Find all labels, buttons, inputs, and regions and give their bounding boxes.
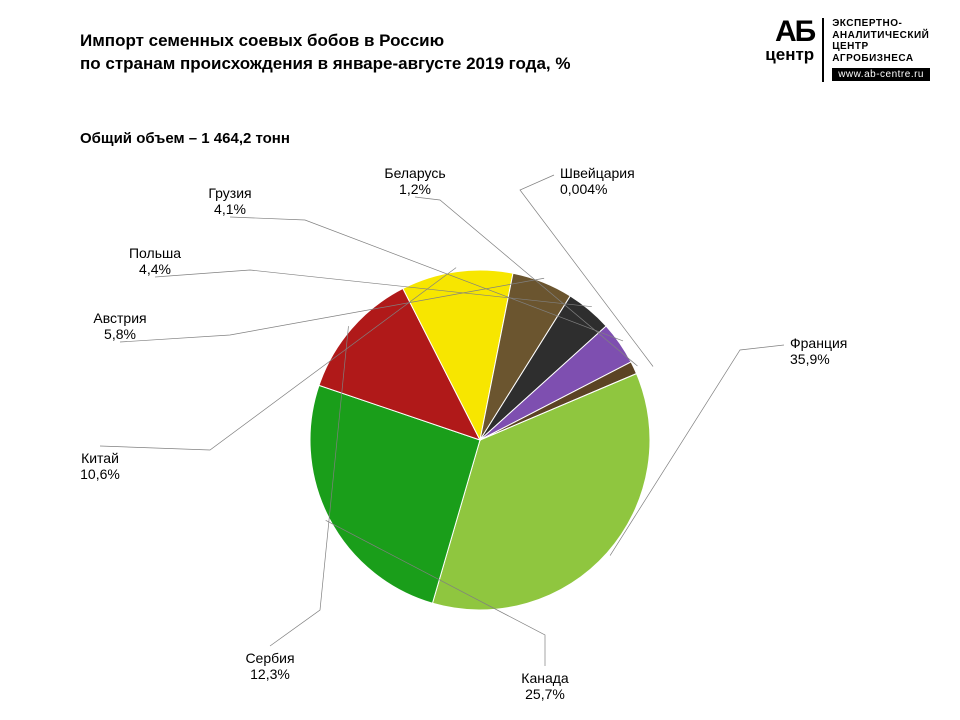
slice-label-value: 0,004%: [560, 181, 635, 197]
slice-label-name: Канада: [521, 670, 568, 686]
slice-label-Франция: Франция35,9%: [790, 335, 847, 367]
logo-mark: АБ центр: [765, 18, 824, 82]
logo-url: www.ab-centre.ru: [832, 68, 930, 81]
slice-label-value: 5,8%: [93, 326, 146, 342]
slice-label-value: 4,4%: [129, 261, 181, 277]
logo-text: ЭКСПЕРТНО- АНАЛИТИЧЕСКИЙ ЦЕНТР АГРОБИЗНЕ…: [832, 18, 930, 82]
slice-label-Австрия: Австрия5,8%: [93, 310, 146, 342]
slice-label-name: Грузия: [208, 185, 251, 201]
slice-label-Грузия: Грузия4,1%: [208, 185, 251, 217]
slice-label-name: Польша: [129, 245, 181, 261]
slice-label-name: Австрия: [93, 310, 146, 326]
slice-label-value: 4,1%: [208, 201, 251, 217]
slice-label-name: Сербия: [245, 650, 294, 666]
chart-title-line1: Импорт семенных соевых бобов в Россию: [80, 31, 444, 50]
slice-label-Китай: Китай10,6%: [80, 450, 120, 482]
slice-label-name: Швейцария: [560, 165, 635, 181]
logo-mark-top: АБ: [775, 18, 814, 45]
slice-label-name: Беларусь: [384, 165, 445, 181]
slice-label-Швейцария: Швейцария0,004%: [560, 165, 635, 197]
chart-title: Импорт семенных соевых бобов в Россию по…: [80, 30, 570, 76]
slice-label-value: 25,7%: [521, 686, 568, 702]
total-volume-label: Общий объем – 1 464,2 тонн: [80, 130, 290, 147]
slice-label-value: 1,2%: [384, 181, 445, 197]
slice-label-Польша: Польша4,4%: [129, 245, 181, 277]
pie-svg: [0, 150, 960, 710]
logo-line4: АГРОБИЗНЕСА: [832, 53, 913, 64]
logo-line3: ЦЕНТР: [832, 41, 868, 52]
chart-title-line2: по странам происхождения в январе-август…: [80, 54, 570, 73]
pie-chart: Швейцария0,004% Беларусь1,2% Грузия4,1% Пол…: [0, 150, 960, 710]
logo-line2: АНАЛИТИЧЕСКИЙ: [832, 30, 929, 41]
publisher-logo: АБ центр ЭКСПЕРТНО- АНАЛИТИЧЕСКИЙ ЦЕНТР …: [765, 18, 930, 82]
slice-label-value: 12,3%: [245, 666, 294, 682]
slice-label-Канада: Канада25,7%: [521, 670, 568, 702]
slice-label-value: 35,9%: [790, 351, 847, 367]
slice-label-Беларусь: Беларусь1,2%: [384, 165, 445, 197]
slice-label-Сербия: Сербия12,3%: [245, 650, 294, 682]
logo-mark-bottom: центр: [765, 45, 814, 65]
slice-label-name: Франция: [790, 335, 847, 351]
slice-label-value: 10,6%: [80, 466, 120, 482]
slice-label-name: Китай: [80, 450, 120, 466]
logo-line1: ЭКСПЕРТНО-: [832, 18, 902, 29]
